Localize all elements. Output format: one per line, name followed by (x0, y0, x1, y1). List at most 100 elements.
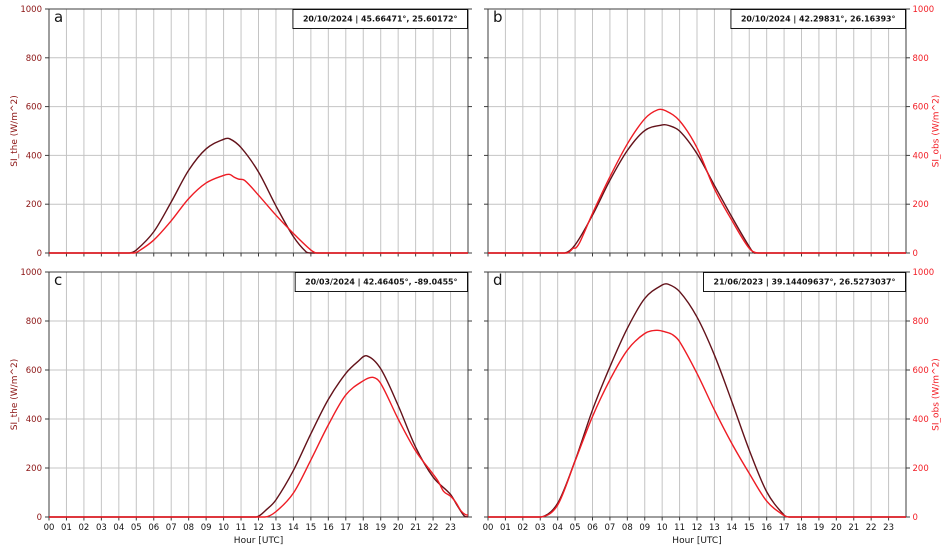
x-tick-label: 17 (340, 523, 351, 533)
si-the-line (49, 354, 468, 518)
y-right-tick-label: 800 (913, 317, 929, 327)
x-tick-label: 22 (866, 523, 877, 533)
x-tick-label: 03 (96, 523, 107, 533)
si-obs-line (488, 108, 906, 254)
x-tick-label: 13 (709, 523, 720, 533)
x-tick-label: 02 (517, 523, 528, 533)
x-tick-label: 11 (674, 523, 685, 533)
y-right-tick-label: 1000 (913, 268, 935, 278)
y-left-tick-label: 1000 (20, 5, 42, 15)
annotation-text: 20/10/2024 | 42.29831°, 26.16393° (741, 15, 896, 24)
y-right-tick-label: 400 (913, 415, 929, 425)
x-tick-label: 01 (500, 523, 511, 533)
panel-c: 0 200 400 600 800 1000 00 01 02 03 04 05 06 07 08 09 10 1… (20, 268, 472, 546)
x-tick-label: 21 (848, 523, 859, 533)
panel-letter: d (493, 271, 503, 289)
x-tick-label: 07 (166, 523, 177, 533)
panel-d: 0 200 400 600 800 1000 00 01 02 03 04 05 06 07 08 09 10 1… (483, 268, 935, 546)
x-axis-title: Hour [UTC] (672, 536, 721, 546)
x-tick-label: 20 (831, 523, 842, 533)
x-tick-label: 08 (183, 523, 194, 533)
panel-letter: a (54, 8, 63, 26)
x-tick-label: 05 (570, 523, 581, 533)
si-obs-line (49, 376, 468, 518)
y-right-axis-title: SI_obs (W/m^2) (932, 95, 942, 168)
x-tick-label: 18 (358, 523, 369, 533)
y-left-tick-label: 800 (26, 54, 42, 64)
panel-letter: b (493, 8, 503, 26)
x-tick-label: 22 (428, 523, 439, 533)
x-tick-label: 16 (323, 523, 334, 533)
y-left-tick-label: 600 (26, 103, 42, 113)
x-tick-label: 14 (726, 523, 737, 533)
x-tick-label: 10 (218, 523, 229, 533)
y-right-tick-label: 600 (913, 103, 929, 113)
y-left-axis-title: SI_the (W/m^2) (10, 95, 20, 167)
x-axis-title: Hour [UTC] (234, 536, 283, 546)
x-tick-label: 15 (744, 523, 755, 533)
y-right-tick-label: 0 (913, 249, 918, 259)
y-right-tick-label: 200 (913, 464, 929, 474)
annotation-box (292, 9, 468, 29)
x-tick-label: 00 (483, 523, 494, 533)
y-left-tick-label: 400 (26, 151, 42, 161)
x-tick-label: 19 (814, 523, 825, 533)
si-the-line (488, 123, 906, 254)
x-tick-label: 08 (622, 523, 633, 533)
y-left-tick-label: 1000 (20, 268, 42, 278)
x-tick-label: 14 (288, 523, 299, 533)
x-tick-label: 13 (271, 523, 282, 533)
x-tick-label: 23 (445, 523, 456, 533)
y-left-tick-label: 400 (26, 415, 42, 425)
x-tick-label: 17 (779, 523, 790, 533)
x-tick-label: 10 (657, 523, 668, 533)
si-the-line (49, 137, 468, 254)
x-tick-label: 09 (201, 523, 212, 533)
annotation-text: 21/06/2023 | 39.14409637°, 26.5273037° (713, 278, 895, 287)
x-tick-label: 04 (113, 523, 124, 533)
x-tick-label: 09 (639, 523, 650, 533)
x-tick-label: 12 (253, 523, 264, 533)
panel-a: 0 200 400 600 800 1000 20/10/2024 | 45.66471°,… (20, 5, 472, 259)
si-obs-line (49, 173, 468, 254)
y-right-tick-label: 0 (913, 513, 918, 523)
annotation-box (730, 9, 906, 29)
x-tick-label: 23 (883, 523, 894, 533)
y-right-axis-title: SI_obs (W/m^2) (932, 358, 942, 431)
x-tick-label: 19 (375, 523, 386, 533)
x-tick-label: 21 (410, 523, 421, 533)
annotation-box (294, 272, 468, 292)
x-tick-label: 18 (796, 523, 807, 533)
x-tick-label: 06 (587, 523, 598, 533)
y-left-tick-label: 800 (26, 317, 42, 327)
y-right-tick-label: 600 (913, 366, 929, 376)
x-tick-label: 03 (535, 523, 546, 533)
x-tick-label: 12 (692, 523, 703, 533)
y-right-tick-label: 400 (913, 151, 929, 161)
annotation-text: 20/10/2024 | 45.66471°, 25.60172° (303, 15, 458, 24)
y-right-tick-label: 1000 (913, 5, 935, 15)
y-left-tick-label: 600 (26, 366, 42, 376)
x-tick-label: 16 (761, 523, 772, 533)
y-left-axis-title: SI_the (W/m^2) (10, 359, 20, 431)
x-tick-label: 00 (44, 523, 55, 533)
x-tick-label: 07 (605, 523, 616, 533)
y-left-tick-label: 0 (37, 513, 42, 523)
si-obs-line (488, 329, 906, 518)
x-tick-label: 04 (552, 523, 563, 533)
x-tick-label: 20 (393, 523, 404, 533)
x-tick-label: 11 (236, 523, 247, 533)
y-right-tick-label: 800 (913, 54, 929, 64)
x-tick-label: 06 (148, 523, 159, 533)
annotation-box (703, 272, 906, 292)
panel-b: 0 200 400 600 800 1000 20/10/2024 | 42.29831°,… (484, 5, 934, 259)
panel-letter: c (54, 271, 62, 289)
x-tick-label: 15 (305, 523, 316, 533)
y-left-tick-label: 0 (37, 249, 42, 259)
x-tick-label: 01 (61, 523, 72, 533)
y-left-tick-label: 200 (26, 464, 42, 474)
y-left-tick-label: 200 (26, 200, 42, 210)
x-tick-label: 02 (79, 523, 90, 533)
y-right-tick-label: 200 (913, 200, 929, 210)
